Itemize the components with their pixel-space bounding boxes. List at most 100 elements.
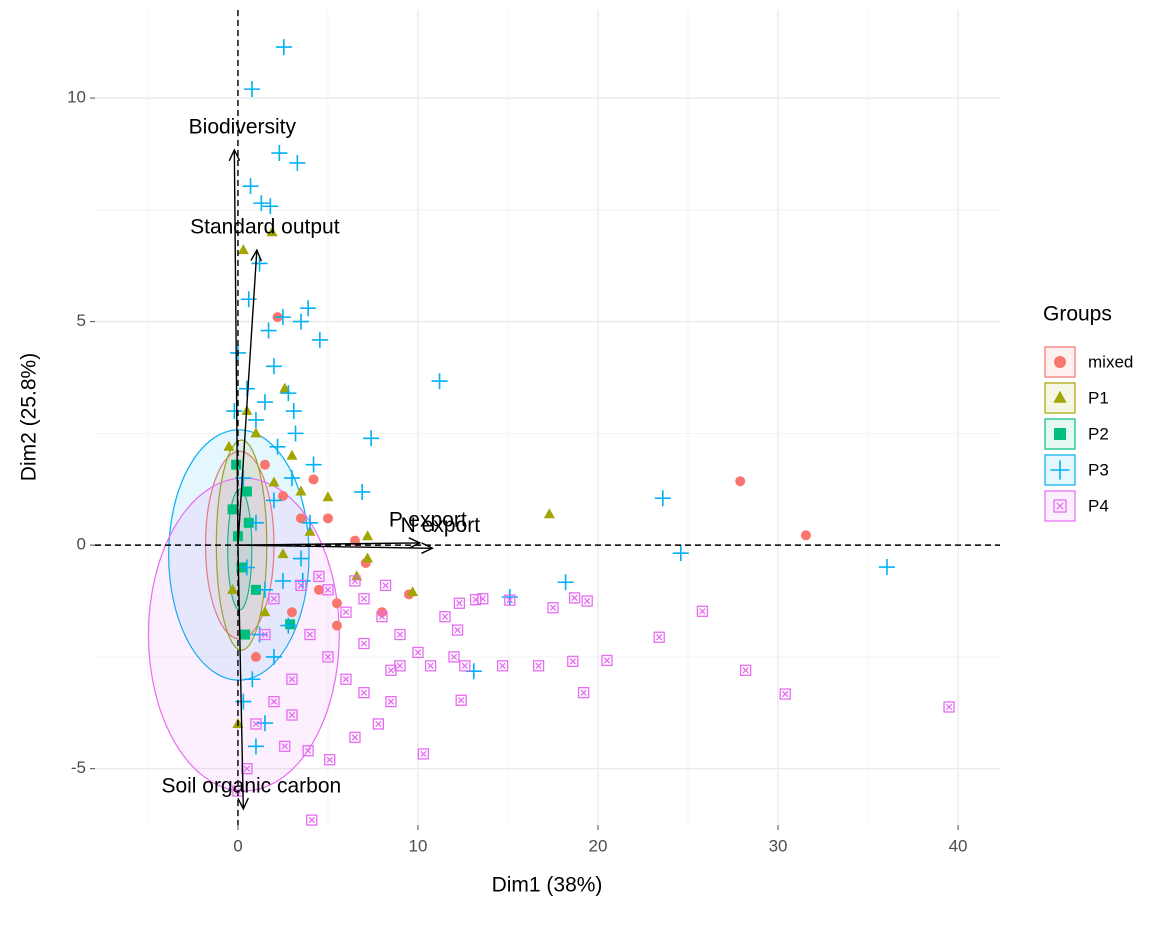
point	[672, 545, 689, 562]
marker-part	[324, 586, 332, 594]
marker-part	[439, 611, 451, 623]
marker-part	[322, 513, 333, 524]
point	[242, 178, 259, 195]
x-tick-label: 40	[949, 836, 968, 855]
point	[265, 358, 282, 375]
marker-part	[274, 572, 291, 589]
marker-part	[739, 664, 752, 676]
point	[311, 331, 328, 348]
marker-part	[286, 709, 298, 721]
marker-part	[414, 649, 422, 656]
marker-part	[351, 734, 359, 741]
marker-part	[326, 756, 333, 763]
point	[250, 584, 261, 595]
point	[243, 81, 260, 98]
variable-arrow	[233, 149, 239, 546]
marker-part	[300, 300, 317, 317]
marker-part	[322, 651, 334, 663]
marker-part	[313, 570, 325, 583]
point	[878, 559, 895, 576]
point	[301, 514, 318, 531]
y-tick-label: 10	[67, 88, 86, 107]
marker-part	[742, 667, 749, 674]
point	[322, 491, 334, 502]
point	[247, 514, 264, 531]
marker-part	[285, 403, 302, 420]
variable-arrow	[237, 544, 433, 549]
marker-part	[286, 673, 298, 685]
marker-part	[945, 703, 953, 711]
marker-part	[259, 459, 270, 470]
marker-part	[547, 602, 559, 614]
point	[285, 403, 302, 420]
point	[362, 530, 374, 541]
point	[227, 583, 239, 594]
marker-part	[265, 358, 282, 375]
marker-part	[283, 470, 300, 487]
point	[358, 687, 370, 699]
marker-part	[308, 816, 315, 824]
legend-title: Groups	[1043, 303, 1112, 326]
marker-part	[227, 583, 239, 594]
point	[227, 504, 238, 515]
point	[577, 687, 590, 699]
point	[279, 382, 291, 393]
marker-part	[292, 313, 309, 330]
point	[313, 584, 324, 595]
marker-part	[878, 559, 895, 576]
point	[412, 646, 424, 659]
marker-part	[349, 575, 361, 587]
point	[601, 654, 613, 667]
point	[532, 660, 545, 672]
point	[453, 597, 466, 609]
marker-part	[571, 594, 578, 602]
marker-part	[241, 486, 252, 497]
marker-part	[340, 673, 352, 685]
legend-label: P2	[1088, 424, 1109, 443]
variable-label: N export	[401, 514, 481, 537]
point	[424, 660, 437, 672]
marker-part	[279, 382, 291, 393]
point	[292, 550, 309, 567]
point	[349, 731, 361, 744]
point	[304, 628, 316, 641]
marker-part	[265, 648, 282, 665]
marker-part	[247, 514, 264, 531]
marker-part	[461, 662, 468, 670]
marker-part	[262, 198, 279, 215]
marker-part	[223, 440, 235, 451]
variable-arrow	[237, 250, 258, 546]
marker-part	[250, 718, 262, 730]
legend-symbol	[1054, 356, 1066, 368]
marker-part	[231, 459, 242, 470]
marker-part	[238, 559, 255, 576]
marker-part	[417, 748, 430, 760]
marker-part	[308, 474, 319, 485]
marker-part	[735, 476, 746, 487]
point	[256, 394, 273, 411]
point	[547, 602, 559, 614]
marker-part	[237, 244, 249, 255]
marker-part	[268, 476, 280, 487]
marker-part	[1050, 460, 1070, 480]
marker-part	[259, 606, 271, 617]
marker-part	[349, 731, 361, 744]
marker-part	[387, 698, 395, 705]
marker-part	[441, 613, 449, 620]
marker-part	[281, 743, 288, 750]
point	[295, 485, 307, 496]
point	[286, 449, 298, 460]
marker-part	[289, 154, 306, 171]
marker-part	[1053, 390, 1067, 403]
variable-label: Soil organic carbon	[161, 774, 341, 797]
marker-part	[1056, 502, 1064, 510]
point	[376, 611, 388, 623]
marker-part	[448, 651, 460, 663]
marker-part	[412, 646, 424, 659]
marker-part	[362, 552, 374, 563]
point	[280, 385, 297, 402]
point	[244, 671, 261, 688]
marker-part	[451, 624, 464, 636]
point	[292, 313, 309, 330]
x-tick-label: 30	[769, 836, 788, 855]
